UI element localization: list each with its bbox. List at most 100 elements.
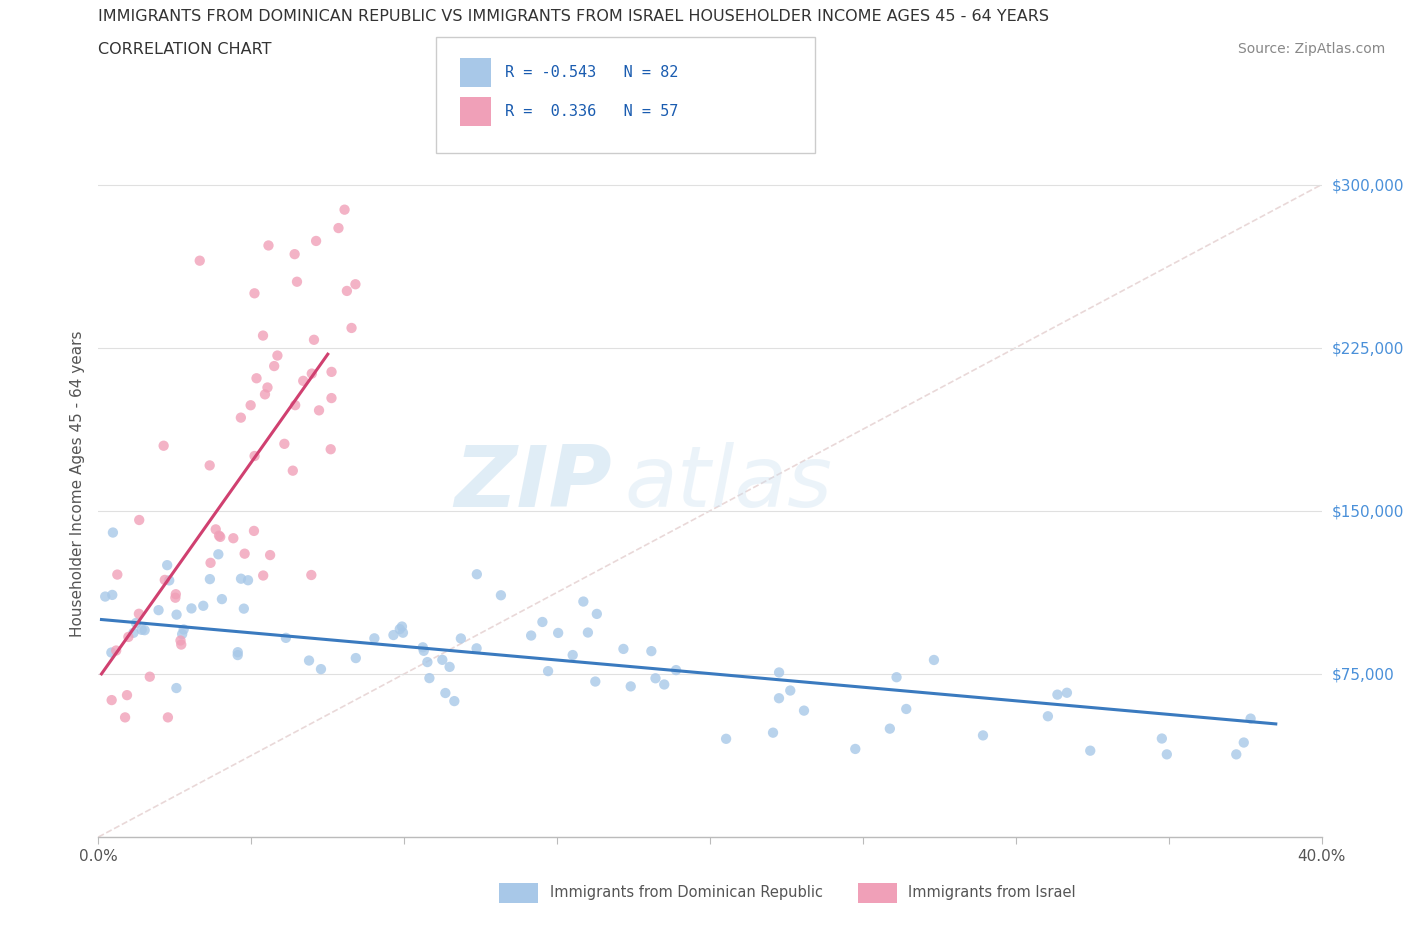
- Point: [128, 512, 150, 527]
- Point: [170, 637, 193, 652]
- Text: CORRELATION CHART: CORRELATION CHART: [98, 42, 271, 57]
- Point: [274, 631, 297, 645]
- Point: [328, 220, 350, 235]
- Point: [273, 436, 295, 451]
- Point: [388, 621, 411, 636]
- Text: Source: ZipAtlas.com: Source: ZipAtlas.com: [1237, 42, 1385, 56]
- Point: [198, 572, 221, 587]
- Point: [1233, 735, 1256, 750]
- Point: [612, 642, 634, 657]
- Point: [122, 625, 145, 640]
- Point: [229, 571, 252, 586]
- Point: [886, 670, 908, 684]
- Text: Immigrants from Dominican Republic: Immigrants from Dominican Republic: [550, 885, 823, 900]
- Point: [180, 601, 202, 616]
- Point: [465, 641, 488, 656]
- Point: [243, 448, 266, 463]
- Point: [243, 524, 266, 538]
- Point: [105, 643, 128, 658]
- Point: [198, 458, 221, 472]
- Point: [321, 391, 343, 405]
- Point: [139, 670, 162, 684]
- Point: [208, 528, 231, 543]
- Point: [281, 463, 304, 478]
- Point: [172, 627, 194, 642]
- Point: [229, 410, 252, 425]
- Point: [239, 398, 262, 413]
- Point: [299, 567, 322, 582]
- Point: [302, 332, 325, 347]
- Point: [253, 387, 276, 402]
- Text: IMMIGRANTS FROM DOMINICAN REPUBLIC VS IMMIGRANTS FROM ISRAEL HOUSEHOLDER INCOME : IMMIGRANTS FROM DOMINICAN REPUBLIC VS IM…: [98, 9, 1049, 24]
- Point: [100, 693, 122, 708]
- Point: [156, 710, 179, 724]
- Point: [319, 442, 342, 457]
- Point: [222, 531, 245, 546]
- Point: [439, 659, 461, 674]
- Point: [257, 238, 280, 253]
- Point: [1225, 747, 1247, 762]
- Point: [204, 522, 226, 537]
- Point: [105, 567, 128, 582]
- Point: [100, 645, 122, 660]
- Point: [114, 710, 136, 724]
- Point: [665, 663, 688, 678]
- Text: R =  0.336   N = 57: R = 0.336 N = 57: [505, 104, 678, 119]
- Point: [531, 615, 554, 630]
- Point: [245, 371, 267, 386]
- Point: [768, 691, 790, 706]
- Point: [344, 277, 367, 292]
- Point: [226, 644, 249, 659]
- Point: [652, 677, 675, 692]
- Point: [256, 380, 278, 395]
- Point: [301, 366, 323, 381]
- Point: [412, 640, 434, 655]
- Point: [115, 687, 138, 702]
- Point: [252, 328, 274, 343]
- Point: [292, 374, 315, 389]
- Point: [263, 359, 285, 374]
- Point: [896, 701, 918, 716]
- Point: [169, 633, 191, 648]
- Point: [236, 573, 259, 588]
- Point: [768, 665, 790, 680]
- Point: [392, 625, 415, 640]
- Point: [1239, 711, 1261, 726]
- Point: [131, 622, 153, 637]
- Point: [128, 606, 150, 621]
- Point: [252, 568, 274, 583]
- Point: [233, 546, 256, 561]
- Point: [259, 548, 281, 563]
- Point: [321, 365, 343, 379]
- Point: [94, 589, 117, 604]
- Point: [1036, 709, 1059, 724]
- Point: [583, 674, 606, 689]
- Point: [266, 348, 288, 363]
- Point: [308, 403, 330, 418]
- Point: [284, 398, 307, 413]
- Point: [547, 626, 569, 641]
- Point: [285, 274, 308, 289]
- Point: [1150, 731, 1173, 746]
- Point: [391, 619, 413, 634]
- Point: [412, 644, 434, 658]
- Point: [200, 555, 222, 570]
- Point: [165, 681, 187, 696]
- Point: [117, 630, 139, 644]
- Point: [418, 671, 440, 685]
- Point: [298, 653, 321, 668]
- Point: [576, 625, 599, 640]
- Point: [243, 286, 266, 300]
- Point: [762, 725, 785, 740]
- Point: [416, 655, 439, 670]
- Point: [165, 587, 187, 602]
- Point: [336, 284, 359, 299]
- Point: [125, 616, 148, 631]
- Point: [443, 694, 465, 709]
- Point: [333, 202, 356, 217]
- Point: [434, 685, 457, 700]
- Point: [157, 573, 180, 588]
- Text: ZIP: ZIP: [454, 442, 612, 525]
- Point: [148, 603, 170, 618]
- Point: [537, 664, 560, 679]
